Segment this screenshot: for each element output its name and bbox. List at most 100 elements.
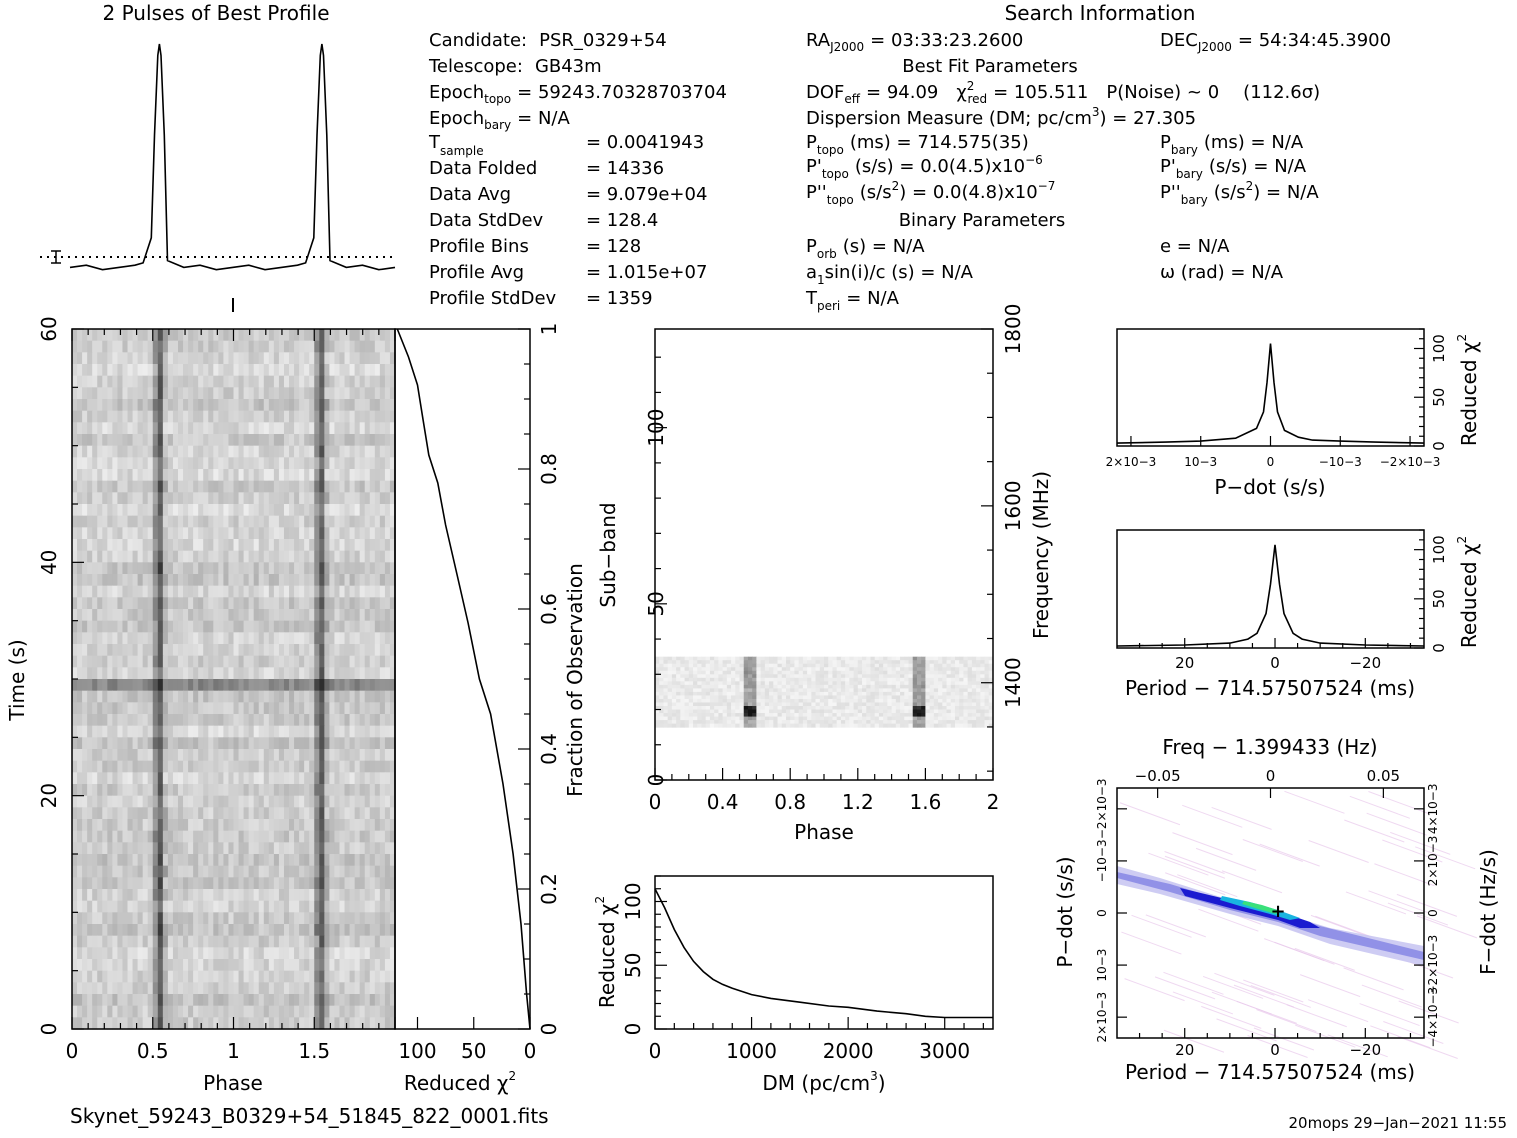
subband-cell xyxy=(706,678,711,682)
time-phase-cell xyxy=(339,434,345,446)
time-phase-cell xyxy=(385,854,391,866)
time-phase-cell xyxy=(304,422,310,434)
subband-cell xyxy=(790,681,795,685)
time-phase-cell xyxy=(218,644,224,656)
subband-cell xyxy=(790,695,795,699)
time-phase-cell xyxy=(370,597,376,609)
time-phase-cell xyxy=(319,982,325,994)
subband-cell xyxy=(744,688,749,692)
time-phase-cell xyxy=(97,516,103,528)
time-phase-cell xyxy=(254,387,260,399)
time-phase-cell xyxy=(203,364,209,376)
time-phase-cell xyxy=(77,504,83,516)
time-phase-cell xyxy=(163,329,169,341)
time-phase-cell xyxy=(117,819,123,831)
time-phase-cell xyxy=(355,807,361,819)
time-phase-cell xyxy=(294,621,300,633)
subband-cell xyxy=(680,681,685,685)
time-phase-cell xyxy=(173,621,179,633)
time-phase-cell xyxy=(208,889,214,901)
time-phase-cell xyxy=(228,469,234,481)
time-phase-cell xyxy=(334,527,340,539)
time-phase-cell xyxy=(173,492,179,504)
time-phase-cell xyxy=(128,574,134,586)
time-phase-cell xyxy=(198,667,204,679)
time-phase-cell xyxy=(329,457,335,469)
time-phase-cell xyxy=(117,842,123,854)
time-phase-cell xyxy=(228,796,234,808)
time-phase-cell xyxy=(309,936,315,948)
time-phase-cell xyxy=(122,644,128,656)
time-phase-cell xyxy=(173,586,179,598)
time-phase-cell xyxy=(264,691,270,703)
time-phase-cell xyxy=(143,761,149,773)
time-phase-cell xyxy=(148,784,154,796)
time-phase-cell xyxy=(188,411,194,423)
subband-cell xyxy=(849,685,854,689)
time-phase-cell xyxy=(274,796,280,808)
time-phase-cell xyxy=(112,807,118,819)
subband-cell xyxy=(900,685,905,689)
time-phase-cell xyxy=(314,434,320,446)
time-phase-cell xyxy=(259,749,265,761)
subband-cell xyxy=(748,681,753,685)
time-phase-cell xyxy=(314,796,320,808)
time-phase-cell xyxy=(299,597,305,609)
subband-cell xyxy=(723,671,728,675)
time-phase-cell xyxy=(203,586,209,598)
time-phase-cell xyxy=(208,329,214,341)
time-phase-cell xyxy=(239,819,245,831)
time-phase-cell xyxy=(365,434,371,446)
subband-cell xyxy=(930,660,935,664)
time-phase-cell xyxy=(329,621,335,633)
subband-cell xyxy=(862,657,867,661)
time-phase-cell xyxy=(334,551,340,563)
time-phase-cell xyxy=(122,982,128,994)
subband-cell xyxy=(938,695,943,699)
time-phase-cell xyxy=(309,586,315,598)
time-phase-cell xyxy=(228,912,234,924)
time-phase-cell xyxy=(375,726,381,738)
time-phase-cell xyxy=(355,889,361,901)
time-phase-cell xyxy=(244,784,250,796)
time-phase-cell xyxy=(168,551,174,563)
time-phase-cell xyxy=(213,772,219,784)
time-phase-cell xyxy=(138,562,144,574)
subband-cell xyxy=(706,667,711,671)
time-phase-cell xyxy=(223,667,229,679)
subband-cell xyxy=(909,660,914,664)
time-phase-cell xyxy=(299,527,305,539)
subband-cell xyxy=(968,664,973,668)
time-phase-cell xyxy=(92,481,98,493)
time-phase-cell xyxy=(158,842,164,854)
time-phase-cell xyxy=(319,877,325,889)
time-phase-cell xyxy=(178,492,184,504)
time-phase-cell xyxy=(284,726,290,738)
dec-value: = 54:34:45.3900 xyxy=(1238,30,1391,51)
time-phase-cell xyxy=(178,341,184,353)
subband-cell xyxy=(913,667,918,671)
time-phase-cell xyxy=(72,539,78,551)
subband-cell xyxy=(892,688,897,692)
subband-cell xyxy=(963,674,968,678)
subband-cell xyxy=(756,685,761,689)
time-phase-cell xyxy=(97,597,103,609)
subband-cell xyxy=(820,671,825,675)
time-phase-cell xyxy=(218,411,224,423)
time-phase-cell xyxy=(87,562,93,574)
time-phase-cell xyxy=(269,434,275,446)
time-phase-cell xyxy=(183,621,189,633)
time-phase-cell xyxy=(138,551,144,563)
subband-cell xyxy=(672,674,677,678)
time-phase-cell xyxy=(143,807,149,819)
time-phase-cell xyxy=(350,551,356,563)
time-phase-cell xyxy=(249,749,255,761)
time-phase-cell xyxy=(193,446,199,458)
time-phase-cell xyxy=(365,457,371,469)
time-phase-cell xyxy=(375,877,381,889)
time-phase-cell xyxy=(173,936,179,948)
subband-cell xyxy=(892,664,897,668)
time-phase-cell xyxy=(254,667,260,679)
time-phase-cell xyxy=(239,411,245,423)
time-phase-cell xyxy=(259,341,265,353)
